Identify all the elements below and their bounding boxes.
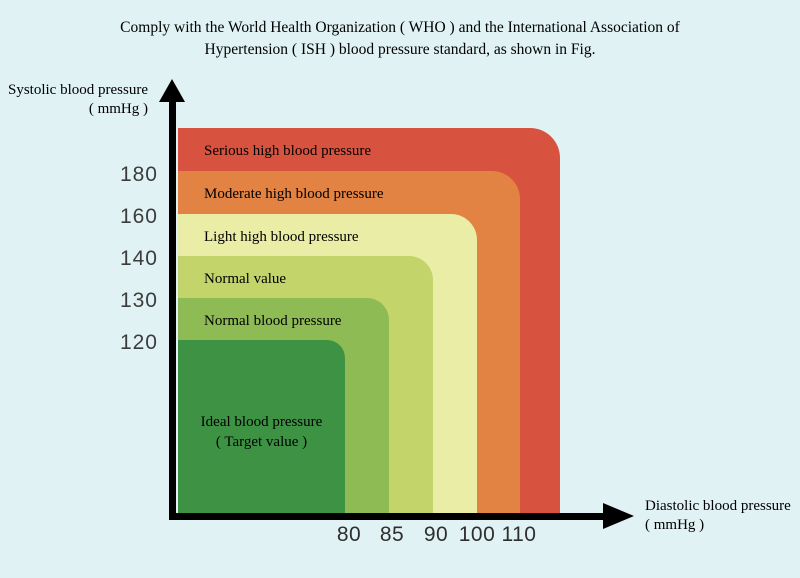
y-tick-120: 120 — [119, 331, 158, 354]
x-axis-label-text: Diastolic blood pressure — [645, 498, 791, 514]
y-tick-180: 180 — [119, 163, 158, 186]
x-tick-100: 100 — [458, 523, 496, 546]
x-tick-110: 110 — [501, 523, 537, 546]
zone-moderate-high-label: Moderate high blood pressure — [204, 186, 384, 202]
y-tick-130: 130 — [119, 289, 158, 312]
y-tick-160: 160 — [119, 205, 158, 228]
zone-ideal-label-line1: Ideal blood pressure — [200, 414, 323, 430]
y-axis-label-text: Systolic blood pressure — [8, 82, 148, 98]
zone-serious-high-label: Serious high blood pressure — [204, 143, 372, 159]
x-axis-label: Diastolic blood pressure ( mmHg ) — [645, 497, 797, 535]
zone-normal-value-label: Normal value — [204, 271, 287, 287]
x-axis-arrow-icon — [603, 503, 634, 529]
y-axis-label: Systolic blood pressure ( mmHg ) — [4, 81, 148, 119]
figure-title: Comply with the World Health Organizatio… — [0, 17, 800, 62]
x-tick-85: 85 — [379, 523, 405, 546]
y-tick-140: 140 — [119, 247, 158, 270]
x-axis-line — [169, 513, 607, 520]
figure-title-line1: Comply with the World Health Organizatio… — [120, 19, 680, 36]
zone-ideal-label: Ideal blood pressure ( Target value ) — [178, 412, 345, 453]
x-axis-unit: ( mmHg ) — [645, 516, 705, 533]
y-axis-unit: ( mmHg ) — [88, 100, 148, 117]
zone-light-high-label: Light high blood pressure — [204, 229, 359, 245]
x-tick-90: 90 — [423, 523, 449, 546]
zone-normal-bp-label: Normal blood pressure — [204, 313, 342, 329]
y-axis-line — [169, 98, 176, 520]
y-axis-arrow-icon — [159, 79, 185, 102]
zone-ideal: Ideal blood pressure ( Target value ) — [178, 340, 345, 513]
figure-title-line2: Hypertension ( ISH ) blood pressure stan… — [204, 41, 596, 59]
zone-ideal-label-line2: ( Target value ) — [215, 434, 308, 451]
x-tick-80: 80 — [336, 523, 362, 546]
